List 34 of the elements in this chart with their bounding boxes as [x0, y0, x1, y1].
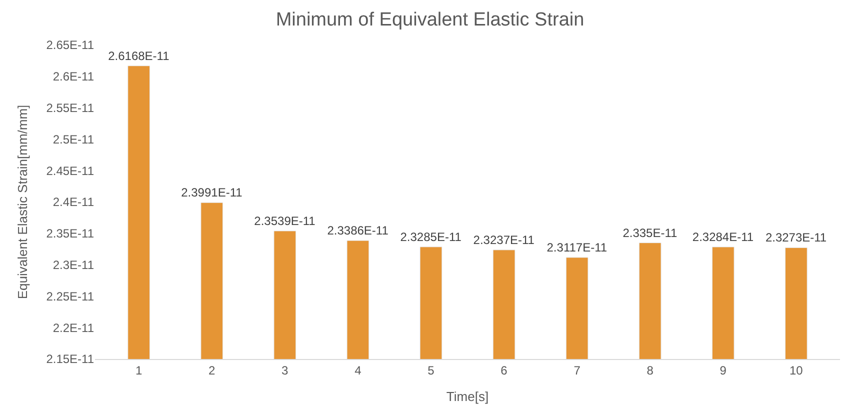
- x-tick-label: 7: [574, 363, 581, 378]
- data-label: 2.3237E-11: [473, 232, 535, 247]
- y-tick-label: 2.25E-11: [46, 289, 94, 304]
- x-tick-label: 3: [282, 363, 289, 378]
- y-tick-label: 2.15E-11: [46, 352, 94, 366]
- x-axis-title: Time[s]: [446, 389, 489, 404]
- y-tick-label: 2.2E-11: [52, 320, 94, 335]
- data-label: 2.3991E-11: [181, 186, 243, 200]
- y-tick-label: 2.65E-11: [46, 38, 94, 52]
- data-label: 2.3285E-11: [400, 230, 462, 244]
- y-tick-label: 2.6E-11: [52, 70, 94, 84]
- y-tick-label: 2.3E-11: [52, 258, 94, 272]
- x-tick-label: 1: [135, 363, 142, 378]
- y-tick-label: 2.35E-11: [46, 226, 94, 241]
- data-label: 2.3284E-11: [692, 230, 754, 244]
- data-label: 2.3539E-11: [254, 214, 316, 228]
- data-label: 2.335E-11: [622, 226, 678, 240]
- chart-title: Minimum of Equivalent Elastic Strain: [276, 10, 584, 31]
- x-tick-label: 10: [790, 363, 804, 378]
- y-axis-title: Equivalent Elastic Strain[mm/mm]: [15, 104, 30, 300]
- x-tick-label: 8: [646, 363, 654, 378]
- x-tick-label: 5: [428, 363, 435, 378]
- x-tick-label: 6: [500, 363, 508, 378]
- y-tick-label: 2.5E-11: [52, 132, 94, 146]
- y-tick-label: 2.4E-11: [52, 195, 94, 210]
- data-label: 2.3117E-11: [546, 240, 608, 254]
- y-tick-label: 2.55E-11: [46, 101, 94, 115]
- x-tick-label: 2: [208, 363, 216, 378]
- data-label: 2.6168E-11: [108, 48, 170, 63]
- y-tick-label: 2.45E-11: [46, 164, 94, 178]
- x-tick-label: 9: [720, 363, 727, 378]
- x-tick-label: 4: [354, 363, 362, 378]
- data-label: 2.3386E-11: [327, 224, 389, 238]
- data-label: 2.3273E-11: [765, 230, 827, 245]
